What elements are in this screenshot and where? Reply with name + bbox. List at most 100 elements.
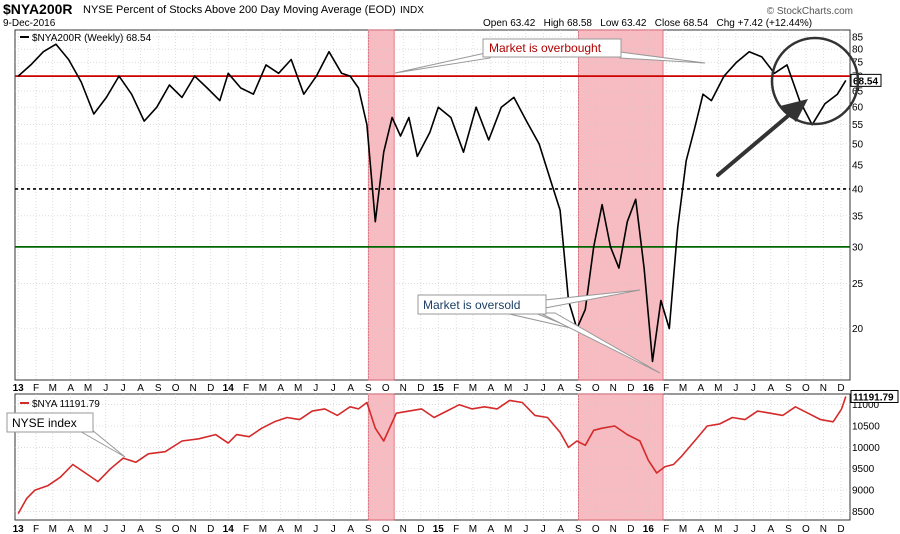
x-tick-label-upper: D	[207, 383, 214, 394]
x-tick-label-upper: M	[84, 383, 92, 394]
lower-x-axis: 13 F M A M J J A S O N D 14 F M A M J J A S O N D 15 F M A M J J A S O N D 1…	[13, 524, 845, 534]
y-tick-label-upper: 75	[852, 58, 864, 69]
x-tick-label-upper: A	[487, 383, 494, 394]
x-tick-label-lower: J	[523, 524, 528, 534]
x-tick-label-upper: N	[610, 383, 617, 394]
x-tick-label-upper: A	[277, 383, 284, 394]
y-tick-label-lower: 9500	[852, 464, 875, 475]
x-tick-label-lower: J	[313, 524, 318, 534]
shaded-period-upper-0	[367, 29, 395, 381]
y-tick-label-upper: 20	[852, 324, 864, 335]
upper-grid	[15, 30, 850, 380]
x-tick-label-lower: A	[487, 524, 494, 534]
x-tick-label-upper: M	[49, 383, 57, 394]
x-tick-label-upper: A	[698, 383, 705, 394]
lower-grid	[15, 394, 850, 520]
highlight-arrow	[716, 99, 808, 177]
x-tick-label-lower: O	[802, 524, 810, 534]
y-tick-label-upper: 30	[852, 242, 864, 253]
x-tick-label-lower: M	[469, 524, 477, 534]
x-tick-label-lower: O	[382, 524, 390, 534]
x-tick-label-lower: J	[733, 524, 738, 534]
shaded-period-upper-1	[577, 29, 664, 381]
x-tick-label-lower: N	[400, 524, 407, 534]
x-tick-label-upper: O	[592, 383, 600, 394]
x-tick-label-upper: F	[453, 383, 459, 394]
nya-series-line	[17, 396, 847, 514]
overbought-callout: Market is overbought	[394, 38, 706, 74]
x-tick-label-upper: D	[837, 383, 844, 394]
x-tick-label-upper: A	[767, 383, 774, 394]
x-tick-label-lower: 13	[13, 524, 25, 534]
symbol-title: $NYA200R	[3, 1, 73, 17]
x-tick-label-upper: J	[313, 383, 318, 394]
x-tick-label-lower: M	[504, 524, 512, 534]
x-tick-label-lower: J	[331, 524, 336, 534]
y-tick-label-upper: 60	[852, 103, 864, 114]
x-tick-label-lower: N	[190, 524, 197, 534]
x-tick-label-lower: J	[103, 524, 108, 534]
x-tick-label-upper: F	[663, 383, 669, 394]
x-tick-label-lower: J	[121, 524, 126, 534]
exchange-label: INDX	[400, 5, 424, 16]
x-tick-label-lower: A	[137, 524, 144, 534]
x-tick-label-upper: M	[679, 383, 687, 394]
y-tick-label-lower: 10500	[852, 422, 880, 433]
oversold-label: Market is oversold	[423, 298, 520, 312]
shaded-periods-lower	[367, 393, 664, 521]
shaded-period-lower-1	[577, 393, 664, 521]
x-tick-label-upper: J	[751, 383, 756, 394]
x-tick-label-lower: F	[453, 524, 459, 534]
shaded-periods-upper	[367, 29, 664, 381]
x-tick-label-lower: A	[277, 524, 284, 534]
x-tick-label-upper: N	[400, 383, 407, 394]
x-tick-label-lower: S	[365, 524, 372, 534]
y-tick-label-lower: 8500	[852, 507, 875, 518]
symbol-description: NYSE Percent of Stocks Above 200 Day Mov…	[83, 4, 396, 16]
x-tick-label-lower: 14	[223, 524, 235, 534]
x-tick-label-upper: N	[190, 383, 197, 394]
x-tick-label-upper: O	[172, 383, 180, 394]
x-tick-label-lower: S	[155, 524, 162, 534]
x-tick-label-lower: A	[67, 524, 74, 534]
x-tick-label-upper: M	[294, 383, 302, 394]
y-tick-label-upper: 45	[852, 161, 864, 172]
y-tick-label-upper: 35	[852, 211, 864, 222]
x-tick-label-lower: N	[820, 524, 827, 534]
x-tick-label-upper: J	[733, 383, 738, 394]
nya200r-series-line	[17, 43, 847, 363]
x-tick-label-upper: M	[504, 383, 512, 394]
x-tick-label-upper: N	[820, 383, 827, 394]
x-tick-label-upper: M	[259, 383, 267, 394]
x-tick-label-lower: A	[557, 524, 564, 534]
x-tick-label-upper: O	[802, 383, 810, 394]
x-tick-label-lower: F	[243, 524, 249, 534]
x-tick-label-upper: A	[137, 383, 144, 394]
lower-panel-frame	[14, 393, 851, 521]
x-tick-label-lower: M	[679, 524, 687, 534]
x-tick-label-lower: J	[751, 524, 756, 534]
y-tick-label-upper: 25	[852, 279, 864, 290]
x-tick-label-lower: M	[294, 524, 302, 534]
x-tick-label-upper: A	[557, 383, 564, 394]
watermark: © StockCharts.com	[767, 6, 853, 17]
x-tick-label-lower: F	[33, 524, 39, 534]
x-tick-label-lower: A	[347, 524, 354, 534]
lower-last-value-tag: 11191.79	[850, 389, 899, 403]
x-tick-label-upper: S	[155, 383, 162, 394]
x-tick-label-lower: 15	[433, 524, 445, 534]
shaded-period-lower-0	[367, 393, 395, 521]
y-tick-label-lower: 9000	[852, 486, 875, 497]
x-tick-label-lower: M	[84, 524, 92, 534]
lower-last-value: 11191.79	[853, 392, 894, 403]
x-tick-label-lower: D	[627, 524, 634, 534]
x-tick-label-upper: A	[347, 383, 354, 394]
x-tick-label-upper: S	[365, 383, 372, 394]
x-tick-label-upper: S	[575, 383, 582, 394]
x-tick-label-lower: F	[663, 524, 669, 534]
x-tick-label-lower: M	[714, 524, 722, 534]
x-tick-label-upper: 16	[643, 383, 655, 394]
x-tick-label-upper: F	[243, 383, 249, 394]
